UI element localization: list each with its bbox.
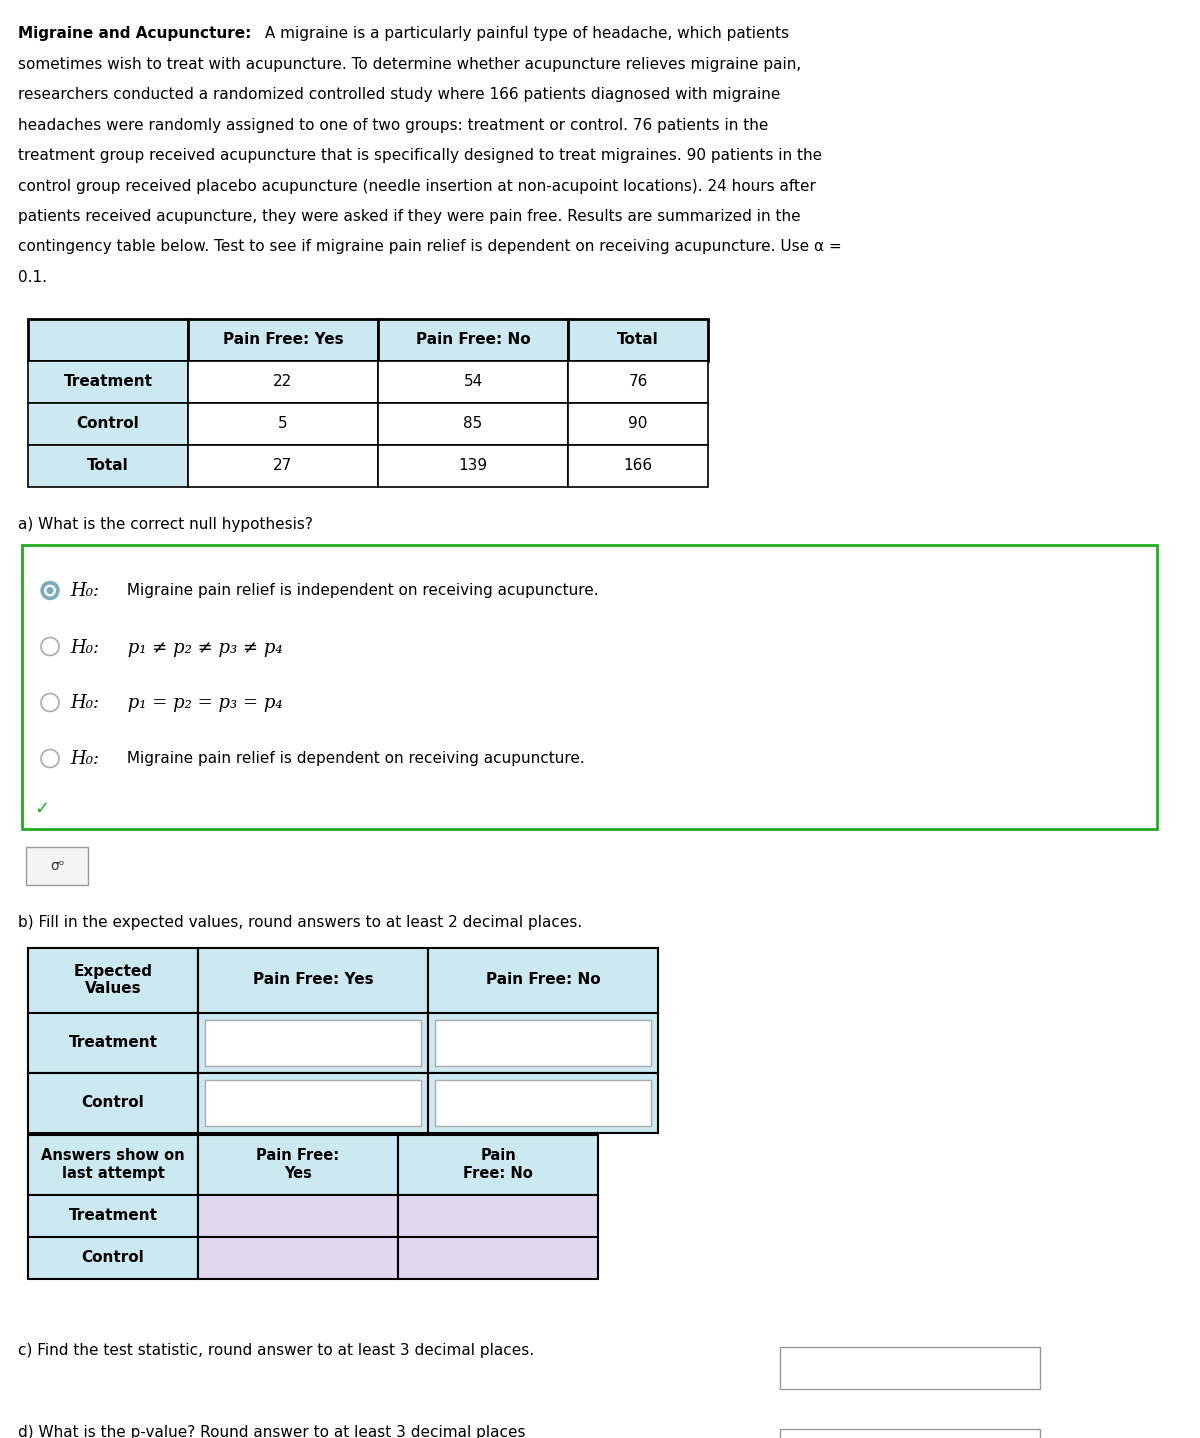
Text: 5: 5 — [278, 416, 288, 431]
Text: Pain Free: Yes: Pain Free: Yes — [223, 332, 343, 347]
Text: Treatment: Treatment — [64, 374, 152, 390]
Text: H₀:: H₀: — [70, 751, 100, 768]
Text: patients received acupuncture, they were asked if they were pain free. Results a: patients received acupuncture, they were… — [18, 209, 800, 224]
Text: c) Find the test statistic, round answer to at least 3 decimal places.: c) Find the test statistic, round answer… — [18, 1343, 534, 1359]
Bar — [28, 1237, 198, 1278]
Bar — [398, 1237, 598, 1278]
Bar — [198, 1073, 428, 1133]
Bar — [568, 318, 708, 361]
Bar — [378, 361, 568, 403]
Text: Control: Control — [82, 1250, 144, 1265]
Text: Expected
Values: Expected Values — [73, 963, 152, 997]
Bar — [188, 318, 378, 361]
Bar — [198, 1012, 428, 1073]
Text: Control: Control — [77, 416, 139, 431]
Bar — [780, 1346, 1040, 1389]
Bar — [28, 1195, 198, 1237]
Text: d) What is the p-value? Round answer to at least 3 decimal places: d) What is the p-value? Round answer to … — [18, 1425, 526, 1438]
Bar — [28, 361, 188, 403]
Bar — [205, 1020, 421, 1066]
Text: 166: 166 — [624, 457, 653, 473]
Text: Migraine and Acupuncture:: Migraine and Acupuncture: — [18, 26, 251, 42]
Text: treatment group received acupuncture that is specifically designed to treat migr: treatment group received acupuncture tha… — [18, 148, 822, 162]
Circle shape — [44, 585, 55, 595]
Bar — [26, 847, 88, 886]
Bar — [568, 361, 708, 403]
Circle shape — [47, 588, 53, 594]
Text: 85: 85 — [463, 416, 482, 431]
Bar — [22, 545, 1157, 830]
Text: researchers conducted a randomized controlled study where 166 patients diagnosed: researchers conducted a randomized contr… — [18, 88, 780, 102]
Bar — [198, 948, 428, 1012]
Text: 0.1.: 0.1. — [18, 270, 47, 285]
Text: contingency table below. Test to see if migraine pain relief is dependent on rec: contingency table below. Test to see if … — [18, 240, 841, 255]
Bar — [428, 1012, 658, 1073]
Text: a) What is the correct null hypothesis?: a) What is the correct null hypothesis? — [18, 516, 313, 532]
Bar — [568, 444, 708, 486]
Text: sometimes wish to treat with acupuncture. To determine whether acupuncture relie: sometimes wish to treat with acupuncture… — [18, 56, 802, 72]
Text: ✓: ✓ — [34, 800, 49, 817]
Bar — [28, 318, 188, 361]
Text: H₀:: H₀: — [70, 582, 100, 601]
Text: Total: Total — [617, 332, 659, 347]
Bar — [205, 1080, 421, 1126]
Bar — [436, 1080, 650, 1126]
Text: Pain Free: No: Pain Free: No — [415, 332, 530, 347]
Text: Total: Total — [88, 457, 128, 473]
Text: Pain Free: No: Pain Free: No — [486, 972, 600, 988]
Text: Migraine pain relief is dependent on receiving acupuncture.: Migraine pain relief is dependent on rec… — [122, 751, 584, 765]
Bar — [398, 1135, 598, 1195]
Bar — [198, 1195, 398, 1237]
Bar — [188, 361, 378, 403]
Text: headaches were randomly assigned to one of two groups: treatment or control. 76 : headaches were randomly assigned to one … — [18, 118, 768, 132]
Text: b) Fill in the expected values, round answers to at least 2 decimal places.: b) Fill in the expected values, round an… — [18, 916, 582, 930]
Text: Treatment: Treatment — [68, 1035, 157, 1050]
Bar — [188, 403, 378, 444]
Bar — [188, 444, 378, 486]
Bar — [428, 1073, 658, 1133]
Bar — [436, 1020, 650, 1066]
Bar — [378, 403, 568, 444]
Bar — [398, 1195, 598, 1237]
Text: 27: 27 — [274, 457, 293, 473]
Bar — [428, 948, 658, 1012]
Circle shape — [41, 581, 59, 600]
Text: A migraine is a particularly painful type of headache, which patients: A migraine is a particularly painful typ… — [260, 26, 790, 42]
Text: Migraine pain relief is independent on receiving acupuncture.: Migraine pain relief is independent on r… — [122, 582, 599, 598]
Text: p₁ ≠ p₂ ≠ p₃ ≠ p₄: p₁ ≠ p₂ ≠ p₃ ≠ p₄ — [122, 638, 283, 657]
Bar — [378, 318, 568, 361]
Text: control group received placebo acupuncture (needle insertion at non-acupoint loc: control group received placebo acupunctu… — [18, 178, 816, 194]
Bar — [198, 1237, 398, 1278]
Bar — [568, 403, 708, 444]
Text: H₀:: H₀: — [70, 638, 100, 657]
Text: p₁ = p₂ = p₃ = p₄: p₁ = p₂ = p₃ = p₄ — [122, 695, 283, 712]
Bar — [28, 1012, 198, 1073]
Text: Treatment: Treatment — [68, 1208, 157, 1222]
Text: 54: 54 — [463, 374, 482, 390]
Text: σᵒ: σᵒ — [49, 860, 65, 873]
Text: Pain Free:
Yes: Pain Free: Yes — [257, 1149, 340, 1181]
Bar — [28, 948, 198, 1012]
Text: Pain
Free: No: Pain Free: No — [463, 1149, 533, 1181]
Text: 139: 139 — [458, 457, 487, 473]
Text: 90: 90 — [629, 416, 648, 431]
Text: Control: Control — [82, 1094, 144, 1110]
Bar — [378, 444, 568, 486]
Text: Pain Free: Yes: Pain Free: Yes — [253, 972, 373, 988]
Text: Answers show on
last attempt: Answers show on last attempt — [41, 1149, 185, 1181]
Text: 76: 76 — [629, 374, 648, 390]
Text: 22: 22 — [274, 374, 293, 390]
Bar — [780, 1428, 1040, 1438]
Bar — [198, 1135, 398, 1195]
Bar — [28, 1073, 198, 1133]
Bar — [28, 1135, 198, 1195]
Bar — [28, 403, 188, 444]
Text: H₀:: H₀: — [70, 695, 100, 712]
Bar — [28, 444, 188, 486]
